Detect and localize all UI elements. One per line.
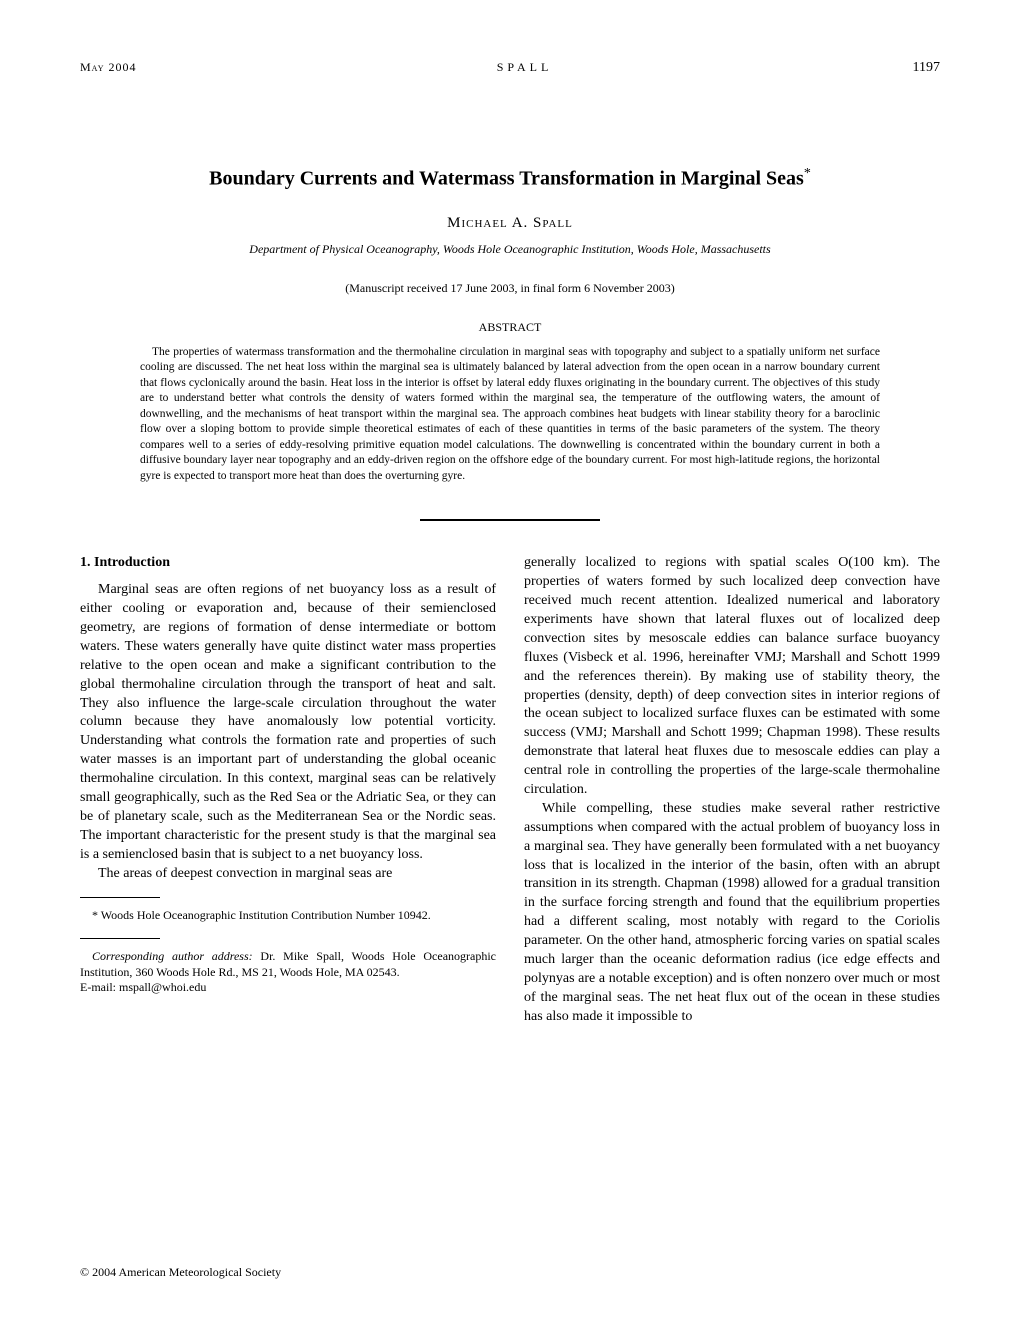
- footnote-rule: [80, 938, 160, 939]
- body-paragraph: generally localized to regions with spat…: [524, 554, 940, 800]
- footnote-corresponding-author: Corresponding author address: Dr. Mike S…: [80, 949, 496, 980]
- header-author: SPALL: [497, 60, 553, 76]
- footnote-contribution: * Woods Hole Oceanographic Institution C…: [80, 908, 496, 924]
- author-name: Michael A. Spall: [80, 215, 940, 232]
- footnote-rule: [80, 897, 160, 898]
- running-header: May 2004 SPALL 1197: [80, 60, 940, 76]
- abstract-heading: ABSTRACT: [80, 320, 940, 335]
- manuscript-dates: (Manuscript received 17 June 2003, in fi…: [80, 281, 940, 296]
- body-paragraph: While compelling, these studies make sev…: [524, 800, 940, 1027]
- copyright-notice: © 2004 American Meteorological Society: [80, 1265, 281, 1280]
- body-columns: 1. Introduction Marginal seas are often …: [80, 554, 940, 1026]
- body-paragraph: The areas of deepest convection in margi…: [80, 865, 496, 884]
- footnote-label: Corresponding author address:: [92, 949, 253, 963]
- footnote-email: E-mail: mspall@whoi.edu: [80, 980, 496, 996]
- article-title: Boundary Currents and Watermass Transfor…: [80, 166, 940, 191]
- left-column: 1. Introduction Marginal seas are often …: [80, 554, 496, 1026]
- right-column: generally localized to regions with spat…: [524, 554, 940, 1026]
- header-page-number: 1197: [913, 60, 940, 76]
- abstract-text: The properties of watermass transformati…: [140, 345, 880, 485]
- section-heading: 1. Introduction: [80, 554, 496, 573]
- header-date: May 2004: [80, 60, 137, 76]
- title-text: Boundary Currents and Watermass Transfor…: [209, 168, 804, 190]
- body-paragraph: Marginal seas are often regions of net b…: [80, 581, 496, 864]
- author-affiliation: Department of Physical Oceanography, Woo…: [80, 242, 940, 257]
- section-divider: [80, 508, 940, 526]
- title-asterisk: *: [804, 166, 811, 181]
